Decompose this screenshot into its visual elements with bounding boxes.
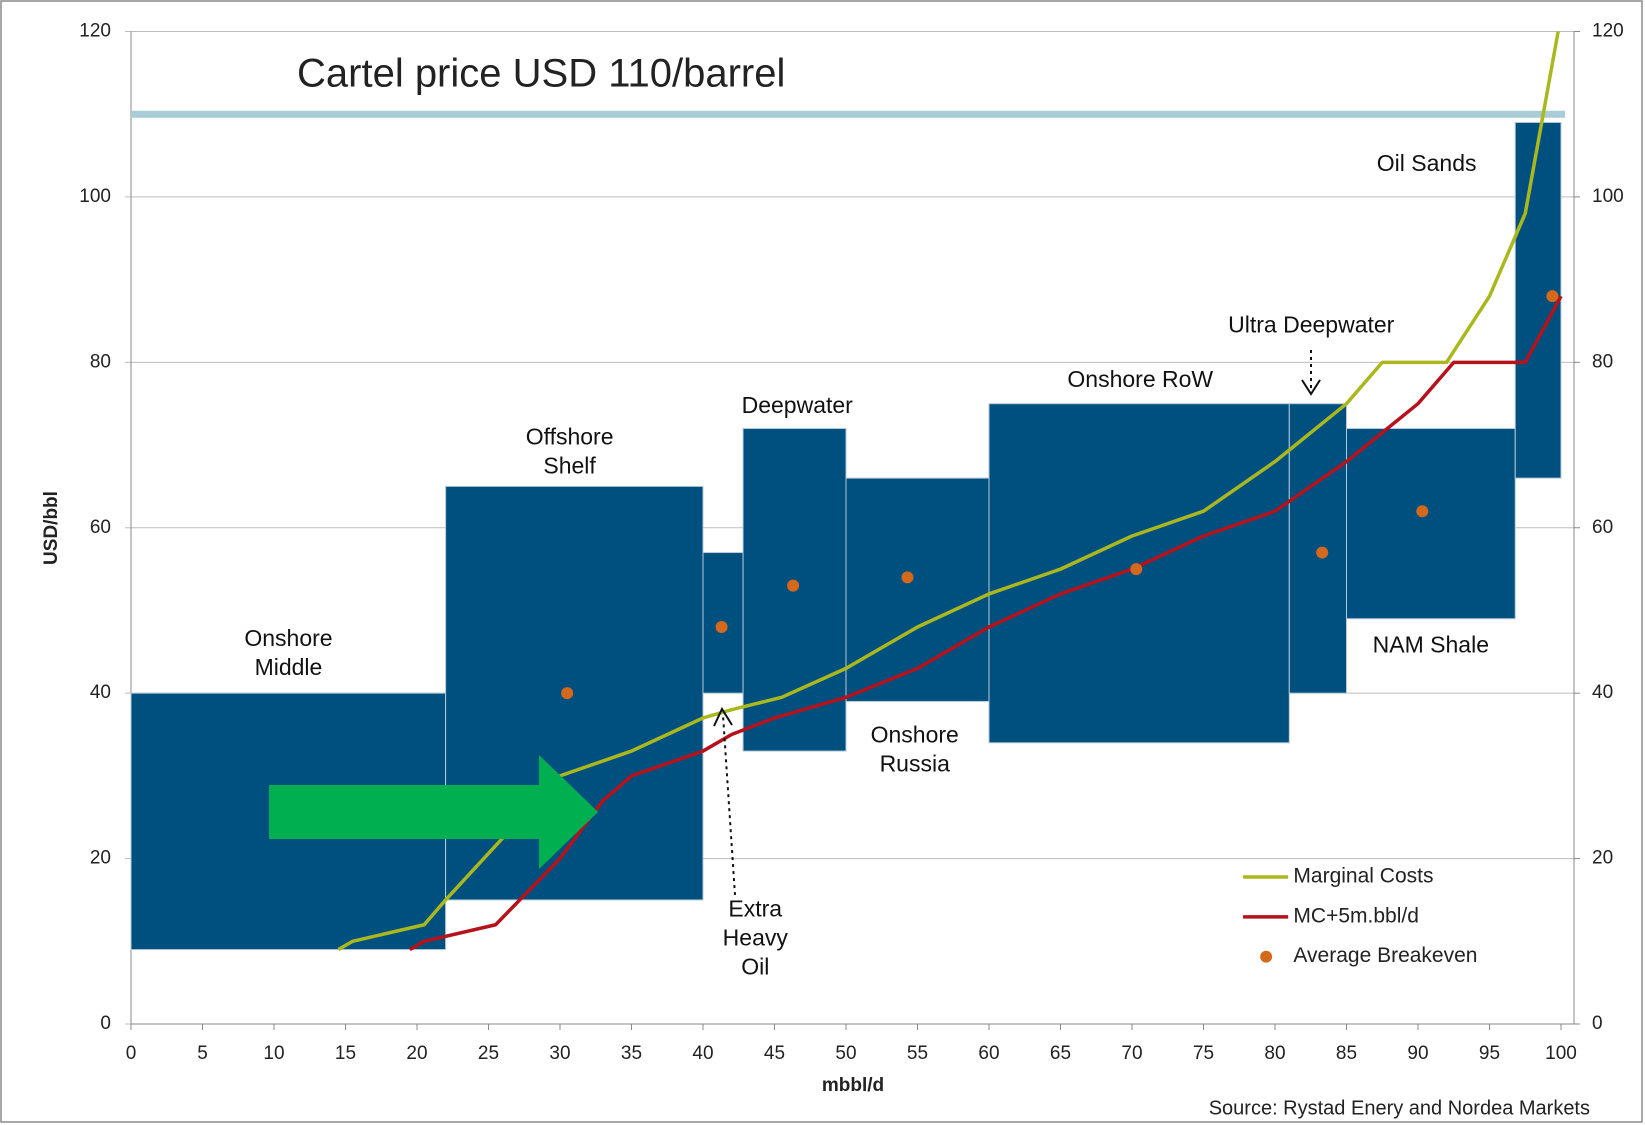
breakeven-dot (561, 687, 574, 700)
x-tick-label: 70 (1121, 1043, 1142, 1064)
x-tick-label: 80 (1264, 1043, 1285, 1064)
y-tick-label: 120 (79, 21, 111, 42)
box-label: Oil Sands (1377, 150, 1477, 176)
breakeven-dot (787, 579, 800, 592)
y2-tick-label: 100 (1592, 186, 1624, 207)
legend-label: Average Breakeven (1293, 944, 1477, 967)
breakeven-dot (1546, 290, 1559, 303)
box-label: Ultra Deepwater (1228, 311, 1395, 337)
y-axis-label: USD/bbl (41, 491, 62, 565)
y-tick-label: 100 (79, 186, 111, 207)
x-tick-label: 55 (907, 1043, 928, 1064)
x-tick-label: 65 (1050, 1043, 1071, 1064)
source: Source: Rystad Enery and Nordea Markets (1209, 1097, 1590, 1119)
y2-tick-label: 40 (1592, 682, 1613, 703)
x-tick-label: 25 (478, 1043, 499, 1064)
box-label: Shelf (543, 452, 596, 478)
pointer-extra-heavy (713, 706, 736, 896)
x-tick-label: 40 (692, 1043, 713, 1064)
box-label: Onshore (244, 625, 332, 651)
text-layer: Cartel price USD 110/barrel mbbl/d USD/b… (41, 21, 1624, 1120)
pointer-ultra-deep (1301, 350, 1321, 396)
breakeven-dot (1416, 505, 1429, 518)
box-label: Offshore (526, 424, 614, 450)
green-arrow (269, 755, 598, 869)
x-axis-label: mbbl/d (822, 1075, 884, 1096)
legend-label: Marginal Costs (1293, 865, 1433, 888)
box-label: NAM Shale (1373, 631, 1489, 657)
x-tick-label: 75 (1193, 1043, 1214, 1064)
y-tick-label: 80 (90, 351, 111, 372)
box-label: Russia (880, 750, 951, 776)
pointer-head (713, 706, 733, 727)
cost-line (408, 295, 1563, 952)
y-tick-label: 60 (90, 517, 111, 538)
breakeven-dot (715, 621, 728, 633)
y-tick-label: 20 (90, 848, 111, 869)
breakeven-dot (1130, 563, 1143, 576)
x-tick-label: 90 (1407, 1043, 1428, 1064)
y2-tick-label: 120 (1592, 21, 1624, 42)
cost-box (845, 477, 990, 702)
y-tick-label: 40 (90, 682, 111, 703)
box-label: Onshore (871, 721, 959, 747)
x-tick-label: 10 (263, 1043, 284, 1064)
x-tick-label: 60 (978, 1043, 999, 1064)
y2-tick-label: 20 (1592, 848, 1613, 869)
x-tick-label: 35 (621, 1043, 642, 1064)
breakeven-dot (1316, 546, 1329, 559)
box-label: Heavy (723, 924, 789, 950)
y2-tick-label: 80 (1592, 351, 1613, 372)
pointer-head (1301, 379, 1321, 396)
box-label: Oil (741, 953, 769, 979)
y2-tick-label: 60 (1592, 517, 1613, 538)
x-tick-label: 45 (764, 1043, 785, 1064)
x-tick-label: 5 (197, 1043, 208, 1064)
x-tick-label: 50 (835, 1043, 856, 1064)
x-tick-label: 100 (1545, 1043, 1577, 1064)
box-label: Deepwater (742, 392, 854, 418)
x-tick-label: 95 (1479, 1043, 1500, 1064)
legend-label: MC+5m.bbl/d (1293, 904, 1418, 927)
box-label: Extra (728, 896, 782, 922)
legend-swatch (1260, 950, 1273, 963)
y-tick-label: 0 (100, 1013, 111, 1034)
box-label: Onshore RoW (1067, 366, 1213, 392)
x-tick-label: 85 (1336, 1043, 1357, 1064)
chart-title: Cartel price USD 110/barrel (297, 52, 785, 96)
box-label: Middle (255, 654, 323, 680)
x-tick-label: 30 (549, 1043, 570, 1064)
cost-box (1346, 428, 1516, 620)
breakeven-dot (901, 571, 914, 584)
x-tick-label: 15 (335, 1043, 356, 1064)
y2-tick-label: 0 (1592, 1013, 1603, 1034)
x-tick-label: 20 (406, 1043, 427, 1064)
pointer-line (722, 714, 736, 896)
x-tick-label: 0 (126, 1043, 137, 1064)
